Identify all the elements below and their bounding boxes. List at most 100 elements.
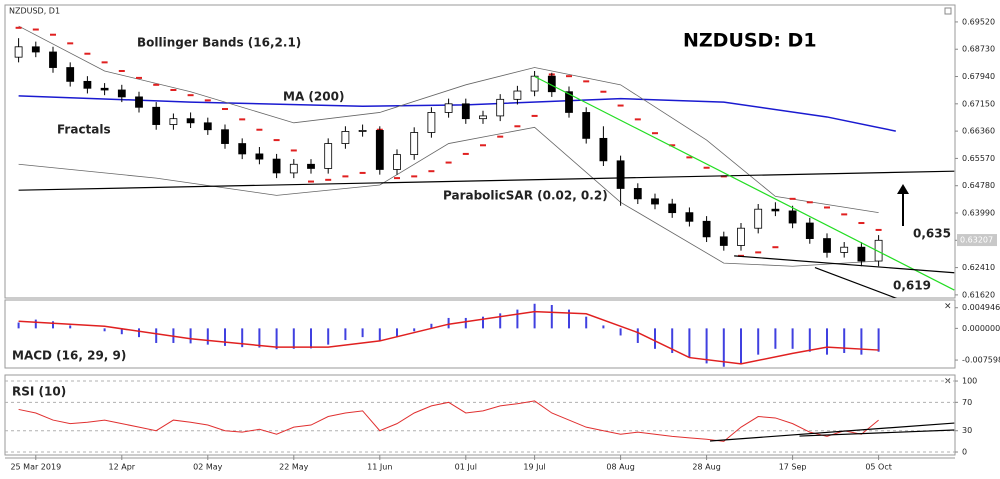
- trend-line: [18, 170, 955, 191]
- panel-button[interactable]: [944, 7, 952, 15]
- macd-panel: [4, 299, 956, 369]
- y-tick-label: 100: [962, 377, 977, 386]
- candle-body: [152, 106, 161, 125]
- panel-close[interactable]: ×: [944, 302, 952, 312]
- trend-line: [709, 422, 955, 442]
- macd-bar: [155, 328, 158, 343]
- sar-dot: [428, 170, 435, 173]
- candle-body: [685, 212, 694, 222]
- candle-body: [375, 130, 384, 170]
- macd-bar: [430, 323, 433, 329]
- macd-bar: [447, 317, 450, 329]
- sar-dot: [652, 132, 658, 135]
- sar-dot: [187, 94, 194, 97]
- candle-body: [513, 90, 522, 100]
- macd-bar: [877, 328, 880, 352]
- macd-bar: [602, 325, 605, 329]
- macd-bar: [378, 328, 381, 342]
- candle-body: [444, 103, 453, 113]
- sar-dot: [497, 135, 504, 138]
- y-tick-label: 0.64780: [962, 181, 995, 190]
- sar-dot: [514, 125, 521, 128]
- trend-line: [734, 255, 955, 274]
- macd-bar: [791, 328, 794, 349]
- candle-body: [49, 51, 57, 68]
- macd-bar: [327, 328, 330, 345]
- y-tick-label: 0.68730: [962, 45, 995, 54]
- x-tick-label: 17 Sep: [779, 463, 807, 472]
- macd-bar: [533, 303, 536, 329]
- chart-title: NZDUSD: D1: [683, 30, 817, 52]
- sar-dot: [669, 144, 676, 147]
- candle-body: [358, 130, 367, 132]
- x-tick-label: 28 Aug: [692, 463, 720, 472]
- sar-dot: [789, 197, 796, 200]
- rsi-title: RSI (10): [12, 385, 66, 399]
- candle-body: [702, 220, 711, 238]
- macd-bar: [550, 305, 553, 329]
- candle-body: [599, 137, 608, 162]
- macd-bar: [52, 321, 54, 329]
- series-label: ParabolicSAR (0.02, 0.2): [443, 189, 608, 203]
- candle-body: [737, 227, 745, 246]
- candle-body: [255, 153, 264, 160]
- macd-bar: [482, 316, 484, 329]
- sar-dot: [445, 161, 452, 164]
- macd-bar: [740, 328, 742, 364]
- sar-dot: [755, 251, 762, 254]
- candle-body: [203, 122, 212, 131]
- y-tick-label: 0.67150: [962, 99, 995, 108]
- macd-bar: [654, 328, 656, 349]
- macd-bar: [17, 322, 20, 329]
- candle-body: [496, 98, 505, 117]
- macd-bar: [826, 328, 828, 355]
- macd-bar: [636, 328, 639, 343]
- sar-dot: [101, 61, 108, 64]
- macd-bar: [206, 328, 209, 345]
- y-tick-label: 0: [962, 448, 967, 457]
- candle-body: [238, 143, 247, 155]
- symbol-label: NZDUSD, D1: [9, 7, 60, 16]
- x-tick-label: 11 Jun: [367, 463, 392, 472]
- candle-body: [393, 154, 401, 170]
- trend-line: [534, 75, 955, 291]
- macd-bar: [120, 328, 123, 335]
- sar-dot: [806, 201, 813, 204]
- candle-body: [805, 222, 814, 239]
- macd-title: MACD (16, 29, 9): [12, 349, 126, 363]
- macd-bar: [568, 309, 570, 329]
- y-tick-label: 0.63990: [962, 209, 995, 218]
- macd-bar: [413, 328, 416, 332]
- signal-line: [18, 310, 879, 365]
- macd-bar: [860, 328, 863, 355]
- sar-dot: [342, 175, 349, 178]
- macd-bar: [671, 328, 674, 353]
- candle-body: [410, 132, 419, 156]
- x-tick-label: 25 Mar 2019: [10, 463, 61, 472]
- candle-body: [565, 91, 573, 113]
- y-tick-label: 0.65570: [962, 154, 995, 163]
- y-tick-label: 0.66360: [962, 127, 995, 136]
- candle-body: [31, 46, 40, 53]
- sar-dot: [772, 246, 779, 249]
- x-tick-label: 12 Apr: [109, 463, 136, 472]
- macd-bar: [396, 328, 398, 338]
- rsi-panel: [4, 374, 956, 456]
- candle-body: [874, 239, 883, 262]
- sar-dot: [153, 83, 160, 86]
- candle-body: [221, 129, 229, 144]
- candle-body: [461, 103, 470, 120]
- sar-dot: [273, 139, 280, 142]
- macd-bar: [224, 328, 226, 346]
- x-tick-label: 19 Jul: [523, 463, 545, 472]
- y-tick-label: 0.62410: [962, 263, 995, 272]
- sar-dot: [32, 28, 39, 31]
- annotation: 0,635: [913, 227, 951, 241]
- annotation: 0,619: [893, 279, 931, 293]
- candle-body: [754, 208, 763, 229]
- macd-bar: [292, 328, 295, 349]
- sar-dot: [462, 152, 469, 155]
- macd-bar: [241, 328, 244, 348]
- trend-line: [814, 267, 898, 298]
